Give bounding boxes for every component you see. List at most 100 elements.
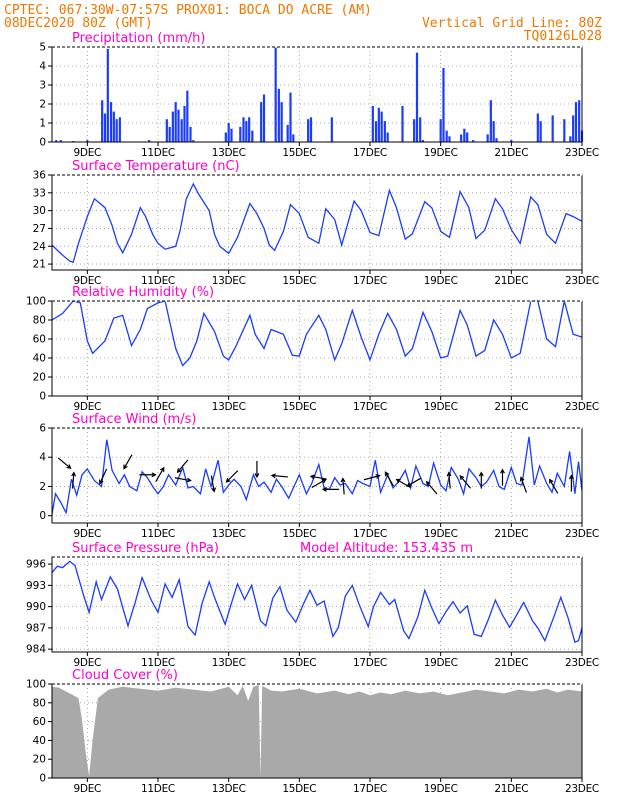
precip-bar bbox=[274, 47, 277, 142]
precip-bar bbox=[189, 126, 192, 142]
precip-bar bbox=[309, 117, 313, 142]
wind-vector-arrow bbox=[478, 471, 484, 489]
y-tick-label: 36 bbox=[33, 170, 47, 182]
wind-y-axis: 0 2 4 6 bbox=[39, 423, 52, 522]
y-tick-label: 40 bbox=[33, 735, 46, 747]
rh-line bbox=[51, 300, 583, 367]
wind-arrows bbox=[57, 454, 574, 495]
x-tick-label: 19DEC bbox=[424, 528, 458, 540]
wind-vector-arrow bbox=[519, 476, 527, 493]
pres-panel: 984 987 990 993 996 9DEC 11DEC 13DEC 15DEC 17DEC 1… bbox=[26, 541, 599, 669]
x-tick-label: 21DEC bbox=[494, 528, 528, 540]
x-tick-label: 21DEC bbox=[494, 275, 528, 287]
wind-vector-arrow bbox=[270, 473, 288, 479]
precip-bar bbox=[415, 52, 419, 143]
wind-vector-arrow bbox=[210, 475, 217, 493]
wind-vector-arrow bbox=[500, 468, 505, 486]
precip-bar bbox=[224, 132, 227, 142]
precip-bar bbox=[245, 121, 248, 142]
x-tick-label: 21DEC bbox=[494, 783, 528, 795]
pres-subtitle: Model Altitude: 153.435 m bbox=[300, 541, 473, 556]
x-tick-label: 17DEC bbox=[353, 657, 387, 669]
rh-frame bbox=[51, 300, 583, 397]
precip-bar bbox=[262, 94, 266, 142]
x-tick-label: 23DEC bbox=[565, 401, 599, 413]
precip-bar bbox=[383, 121, 386, 142]
precip-bar bbox=[466, 132, 469, 142]
precip-bar bbox=[192, 140, 195, 142]
panels: 0 1 2 3 4 5 9DEC 11DEC 13DEC 15DEC 17DEC 19DEC 21DEC… bbox=[26, 31, 599, 795]
precip-bar bbox=[183, 105, 186, 142]
y-tick-label: 0 bbox=[39, 391, 46, 403]
precip-bar bbox=[277, 88, 280, 142]
precip-grid bbox=[52, 46, 583, 143]
wind-vector-arrow bbox=[321, 486, 340, 492]
precip-bar bbox=[551, 115, 554, 142]
x-tick-label: 23DEC bbox=[565, 783, 599, 795]
precip-bar bbox=[292, 134, 295, 142]
precip-bar bbox=[260, 102, 263, 142]
precip-bar bbox=[112, 111, 115, 142]
precip-bar bbox=[239, 126, 242, 142]
x-tick-label: 23DEC bbox=[565, 657, 599, 669]
rh-x-axis: 9DEC 11DEC 13DEC 15DEC 17DEC 19DEC 21DEC 23DEC bbox=[74, 396, 599, 413]
precip-bar bbox=[286, 124, 289, 142]
precip-bar bbox=[510, 140, 513, 142]
precip-bar bbox=[472, 140, 475, 142]
x-tick-label: 11DEC bbox=[141, 275, 175, 287]
precip-bar bbox=[442, 67, 445, 142]
wind-vector-arrow bbox=[174, 477, 192, 483]
y-tick-label: 24 bbox=[33, 241, 47, 253]
precip-bar bbox=[536, 113, 539, 142]
precip-bar bbox=[330, 117, 333, 142]
wind-vector-arrow bbox=[549, 478, 559, 494]
precip-bar bbox=[86, 140, 89, 142]
x-tick-label: 19DEC bbox=[424, 401, 458, 413]
precip-bar bbox=[371, 105, 374, 142]
precip-bar bbox=[463, 128, 466, 142]
y-tick-label: 40 bbox=[33, 353, 46, 365]
y-tick-label: 4 bbox=[39, 452, 46, 464]
cloud-cover-area bbox=[52, 684, 582, 778]
precip-bar bbox=[419, 117, 422, 142]
wind-vector-arrow bbox=[568, 474, 574, 492]
precip-bar bbox=[230, 128, 233, 142]
wind-vector-arrow bbox=[225, 470, 239, 483]
y-tick-label: 80 bbox=[33, 315, 46, 327]
x-tick-label: 13DEC bbox=[212, 147, 246, 159]
y-tick-label: 993 bbox=[26, 580, 46, 592]
x-tick-label: 9DEC bbox=[74, 783, 102, 795]
y-tick-label: 27 bbox=[33, 223, 46, 235]
precip-panel: 0 1 2 3 4 5 9DEC 11DEC 13DEC 15DEC 17DEC 19DEC 21DEC… bbox=[39, 31, 599, 159]
precip-bar bbox=[401, 105, 404, 142]
y-tick-label: 100 bbox=[26, 296, 46, 308]
precip-bar bbox=[439, 119, 442, 142]
precip-bar bbox=[118, 117, 121, 142]
precip-bar bbox=[539, 121, 542, 142]
y-tick-label: 996 bbox=[26, 559, 46, 571]
y-tick-label: 100 bbox=[26, 679, 46, 691]
y-tick-label: 33 bbox=[33, 187, 46, 199]
y-tick-label: 60 bbox=[33, 716, 46, 728]
x-tick-label: 13DEC bbox=[212, 657, 246, 669]
x-tick-label: 17DEC bbox=[353, 147, 387, 159]
pres-title: Surface Pressure (hPa) bbox=[72, 541, 219, 556]
wind-vector-arrow bbox=[406, 477, 422, 487]
wind-line bbox=[51, 436, 583, 515]
x-tick-label: 17DEC bbox=[353, 275, 387, 287]
precip-bar bbox=[289, 92, 292, 142]
wind-vector-arrow bbox=[384, 471, 394, 487]
precip-bars bbox=[55, 47, 584, 143]
wind-vector-arrow bbox=[309, 474, 327, 480]
x-tick-label: 9DEC bbox=[74, 275, 102, 287]
x-tick-label: 15DEC bbox=[282, 147, 316, 159]
precip-bar bbox=[578, 100, 581, 142]
temp-panel: 21 24 27 30 33 36 9DEC 11DEC 13DEC 15DEC 17DEC 19DE… bbox=[33, 159, 600, 287]
precip-bar bbox=[374, 121, 378, 142]
y-tick-label: 2 bbox=[39, 99, 46, 111]
x-tick-label: 11DEC bbox=[141, 401, 175, 413]
x-tick-label: 15DEC bbox=[282, 401, 316, 413]
x-tick-label: 15DEC bbox=[282, 783, 316, 795]
temp-frame bbox=[51, 174, 583, 271]
temp-y-axis: 21 24 27 30 33 36 bbox=[33, 170, 52, 271]
